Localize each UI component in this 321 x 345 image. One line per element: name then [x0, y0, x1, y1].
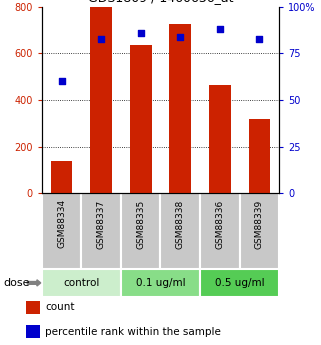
Bar — [121, 193, 160, 269]
Bar — [26, 325, 40, 338]
Bar — [81, 193, 121, 269]
Bar — [121, 269, 200, 297]
Point — [257, 36, 262, 41]
Point — [99, 36, 104, 41]
Bar — [130, 45, 152, 193]
Text: GSM88335: GSM88335 — [136, 199, 145, 248]
Point — [178, 34, 183, 39]
Point — [217, 27, 222, 32]
Bar — [160, 193, 200, 269]
Text: GSM88336: GSM88336 — [215, 199, 224, 248]
Bar — [240, 193, 279, 269]
Text: 0.5 ug/ml: 0.5 ug/ml — [215, 278, 265, 288]
Title: GDS1809 / 1460636_at: GDS1809 / 1460636_at — [88, 0, 233, 4]
Bar — [200, 193, 240, 269]
Bar — [209, 85, 231, 193]
Text: GSM88338: GSM88338 — [176, 199, 185, 248]
Bar — [90, 7, 112, 193]
Point — [138, 30, 143, 36]
Bar — [42, 269, 121, 297]
Text: GSM88339: GSM88339 — [255, 199, 264, 248]
Bar — [51, 160, 73, 193]
Text: GSM88337: GSM88337 — [97, 199, 106, 248]
Text: dose: dose — [3, 278, 30, 288]
Text: percentile rank within the sample: percentile rank within the sample — [45, 327, 221, 337]
Text: count: count — [45, 303, 74, 313]
Point — [59, 79, 64, 84]
Bar — [169, 24, 191, 193]
Bar — [26, 301, 40, 314]
Text: control: control — [63, 278, 100, 288]
Bar — [200, 269, 279, 297]
Text: 0.1 ug/ml: 0.1 ug/ml — [136, 278, 185, 288]
Bar — [42, 193, 81, 269]
Bar — [248, 119, 270, 193]
Text: GSM88334: GSM88334 — [57, 199, 66, 248]
